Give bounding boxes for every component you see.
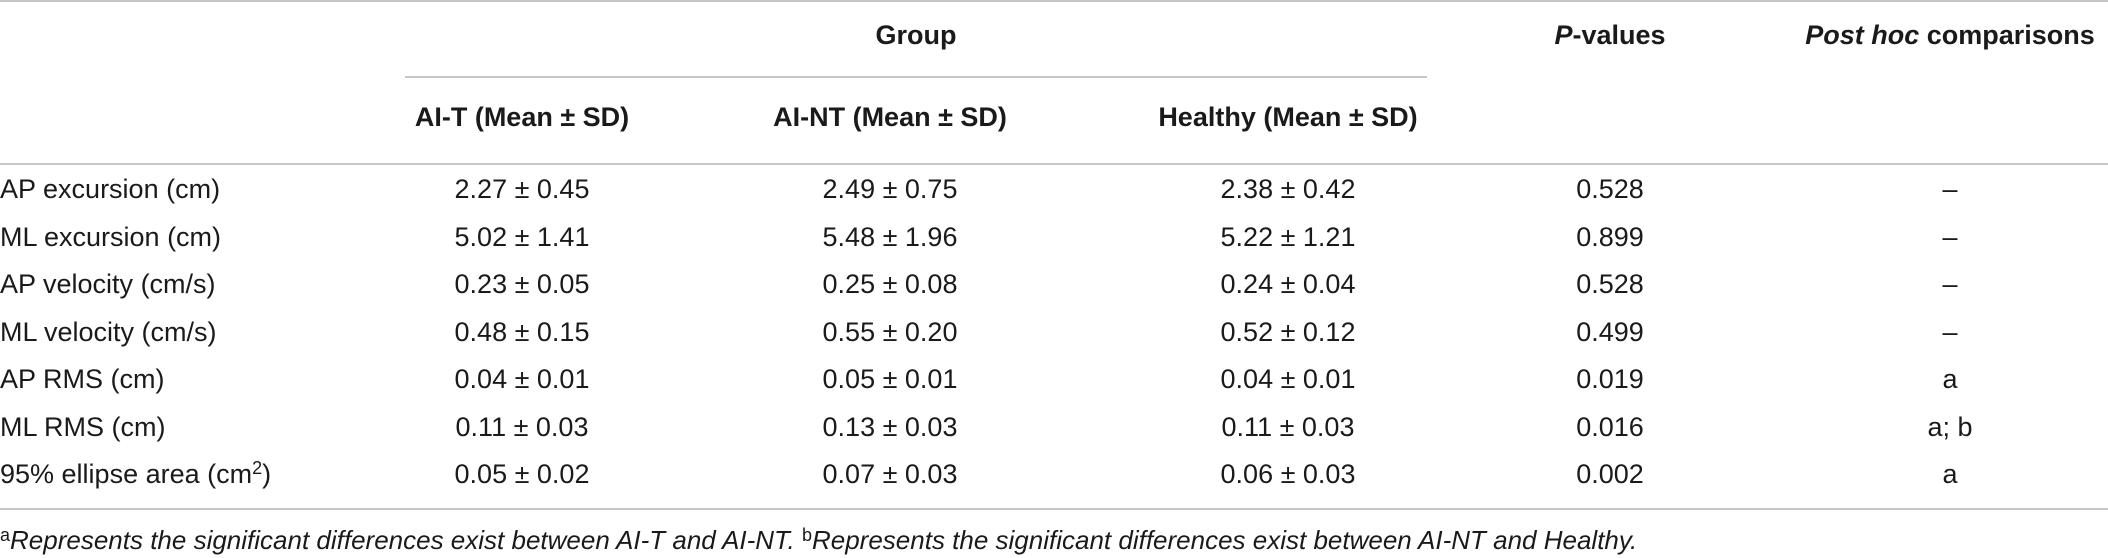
- posthoc-header: Post hoc comparisons: [1805, 18, 2095, 52]
- cell-healthy: 0.11 ± 0.03: [1221, 412, 1355, 442]
- cell-aint: 0.55 ± 0.20: [822, 317, 958, 347]
- group-rule: [405, 76, 1427, 78]
- group-header: Group: [876, 18, 957, 52]
- row-label: AP RMS (cm): [0, 364, 165, 394]
- cell-healthy: 0.52 ± 0.12: [1220, 317, 1356, 347]
- cell-healthy: 2.38 ± 0.42: [1220, 174, 1356, 204]
- cell-healthy: 5.22 ± 1.21: [1220, 222, 1356, 252]
- bottom-rule: [0, 508, 2108, 510]
- cell-aint: 0.05 ± 0.01: [822, 364, 958, 394]
- col-header-ait: AI-T (Mean ± SD): [414, 102, 630, 132]
- pvalues-header-italic: P: [1554, 20, 1573, 50]
- row-label: AP velocity (cm/s): [0, 269, 216, 299]
- footnote-a-mark: a: [0, 525, 11, 545]
- top-rule: [0, 0, 2108, 2]
- cell-pvalue: 0.528: [1576, 269, 1644, 299]
- row-label-post: ): [262, 459, 272, 489]
- cell-posthoc: –: [1942, 222, 1958, 252]
- footnote-a-text: Represents the significant differences e…: [10, 525, 802, 555]
- cell-ait: 0.48 ± 0.15: [454, 317, 590, 347]
- cell-aint: 5.48 ± 1.96: [822, 222, 958, 252]
- pvalues-header-rest: -values: [1572, 20, 1666, 50]
- cell-aint: 0.13 ± 0.03: [822, 412, 958, 442]
- cell-pvalue: 0.019: [1576, 364, 1644, 394]
- row-label-pre: 95% ellipse area (cm: [0, 459, 253, 489]
- row-label-sup: 2: [252, 458, 263, 478]
- cell-ait: 2.27 ± 0.45: [454, 174, 590, 204]
- cell-pvalue: 0.002: [1576, 459, 1644, 489]
- cell-posthoc: a; b: [1927, 412, 1973, 442]
- cell-posthoc: –: [1942, 269, 1958, 299]
- cell-ait: 0.23 ± 0.05: [454, 269, 590, 299]
- cell-ait: 0.04 ± 0.01: [454, 364, 590, 394]
- cell-pvalue: 0.499: [1576, 317, 1644, 347]
- cell-ait: 5.02 ± 1.41: [454, 222, 590, 252]
- pvalues-header: P-values: [1554, 18, 1665, 52]
- row-label: ML velocity (cm/s): [0, 317, 217, 347]
- cell-posthoc: –: [1942, 174, 1958, 204]
- cell-healthy: 0.24 ± 0.04: [1220, 269, 1356, 299]
- posthoc-header-rest: comparisons: [1919, 20, 2095, 50]
- footnote-b-text: Represents the significant differences e…: [811, 525, 1638, 555]
- row-label: 95% ellipse area (cm2): [0, 457, 271, 491]
- row-label: ML excursion (cm): [0, 222, 222, 252]
- cell-ait: 0.11 ± 0.03: [455, 412, 589, 442]
- cell-aint: 0.07 ± 0.03: [822, 459, 958, 489]
- row-label: ML RMS (cm): [0, 412, 166, 442]
- footnote: aRepresents the significant differences …: [0, 523, 1637, 557]
- cell-aint: 0.25 ± 0.08: [822, 269, 958, 299]
- cell-pvalue: 0.528: [1576, 174, 1644, 204]
- cell-posthoc: –: [1942, 317, 1958, 347]
- posthoc-header-italic: Post hoc: [1805, 20, 1920, 50]
- cell-pvalue: 0.899: [1576, 222, 1644, 252]
- cell-ait: 0.05 ± 0.02: [454, 459, 590, 489]
- cell-posthoc: a: [1942, 364, 1958, 394]
- cell-posthoc: a: [1942, 459, 1958, 489]
- col-header-healthy: Healthy (Mean ± SD): [1158, 102, 1418, 132]
- group-header-text: Group: [875, 20, 957, 50]
- col-header-aint: AI-NT (Mean ± SD): [773, 102, 1007, 132]
- cell-aint: 2.49 ± 0.75: [822, 174, 958, 204]
- footnote-b-mark: b: [801, 525, 812, 545]
- cell-healthy: 0.06 ± 0.03: [1220, 459, 1356, 489]
- cell-healthy: 0.04 ± 0.01: [1220, 364, 1356, 394]
- row-label: AP excursion (cm): [0, 174, 221, 204]
- cell-pvalue: 0.016: [1576, 412, 1644, 442]
- header-rule: [0, 163, 2108, 165]
